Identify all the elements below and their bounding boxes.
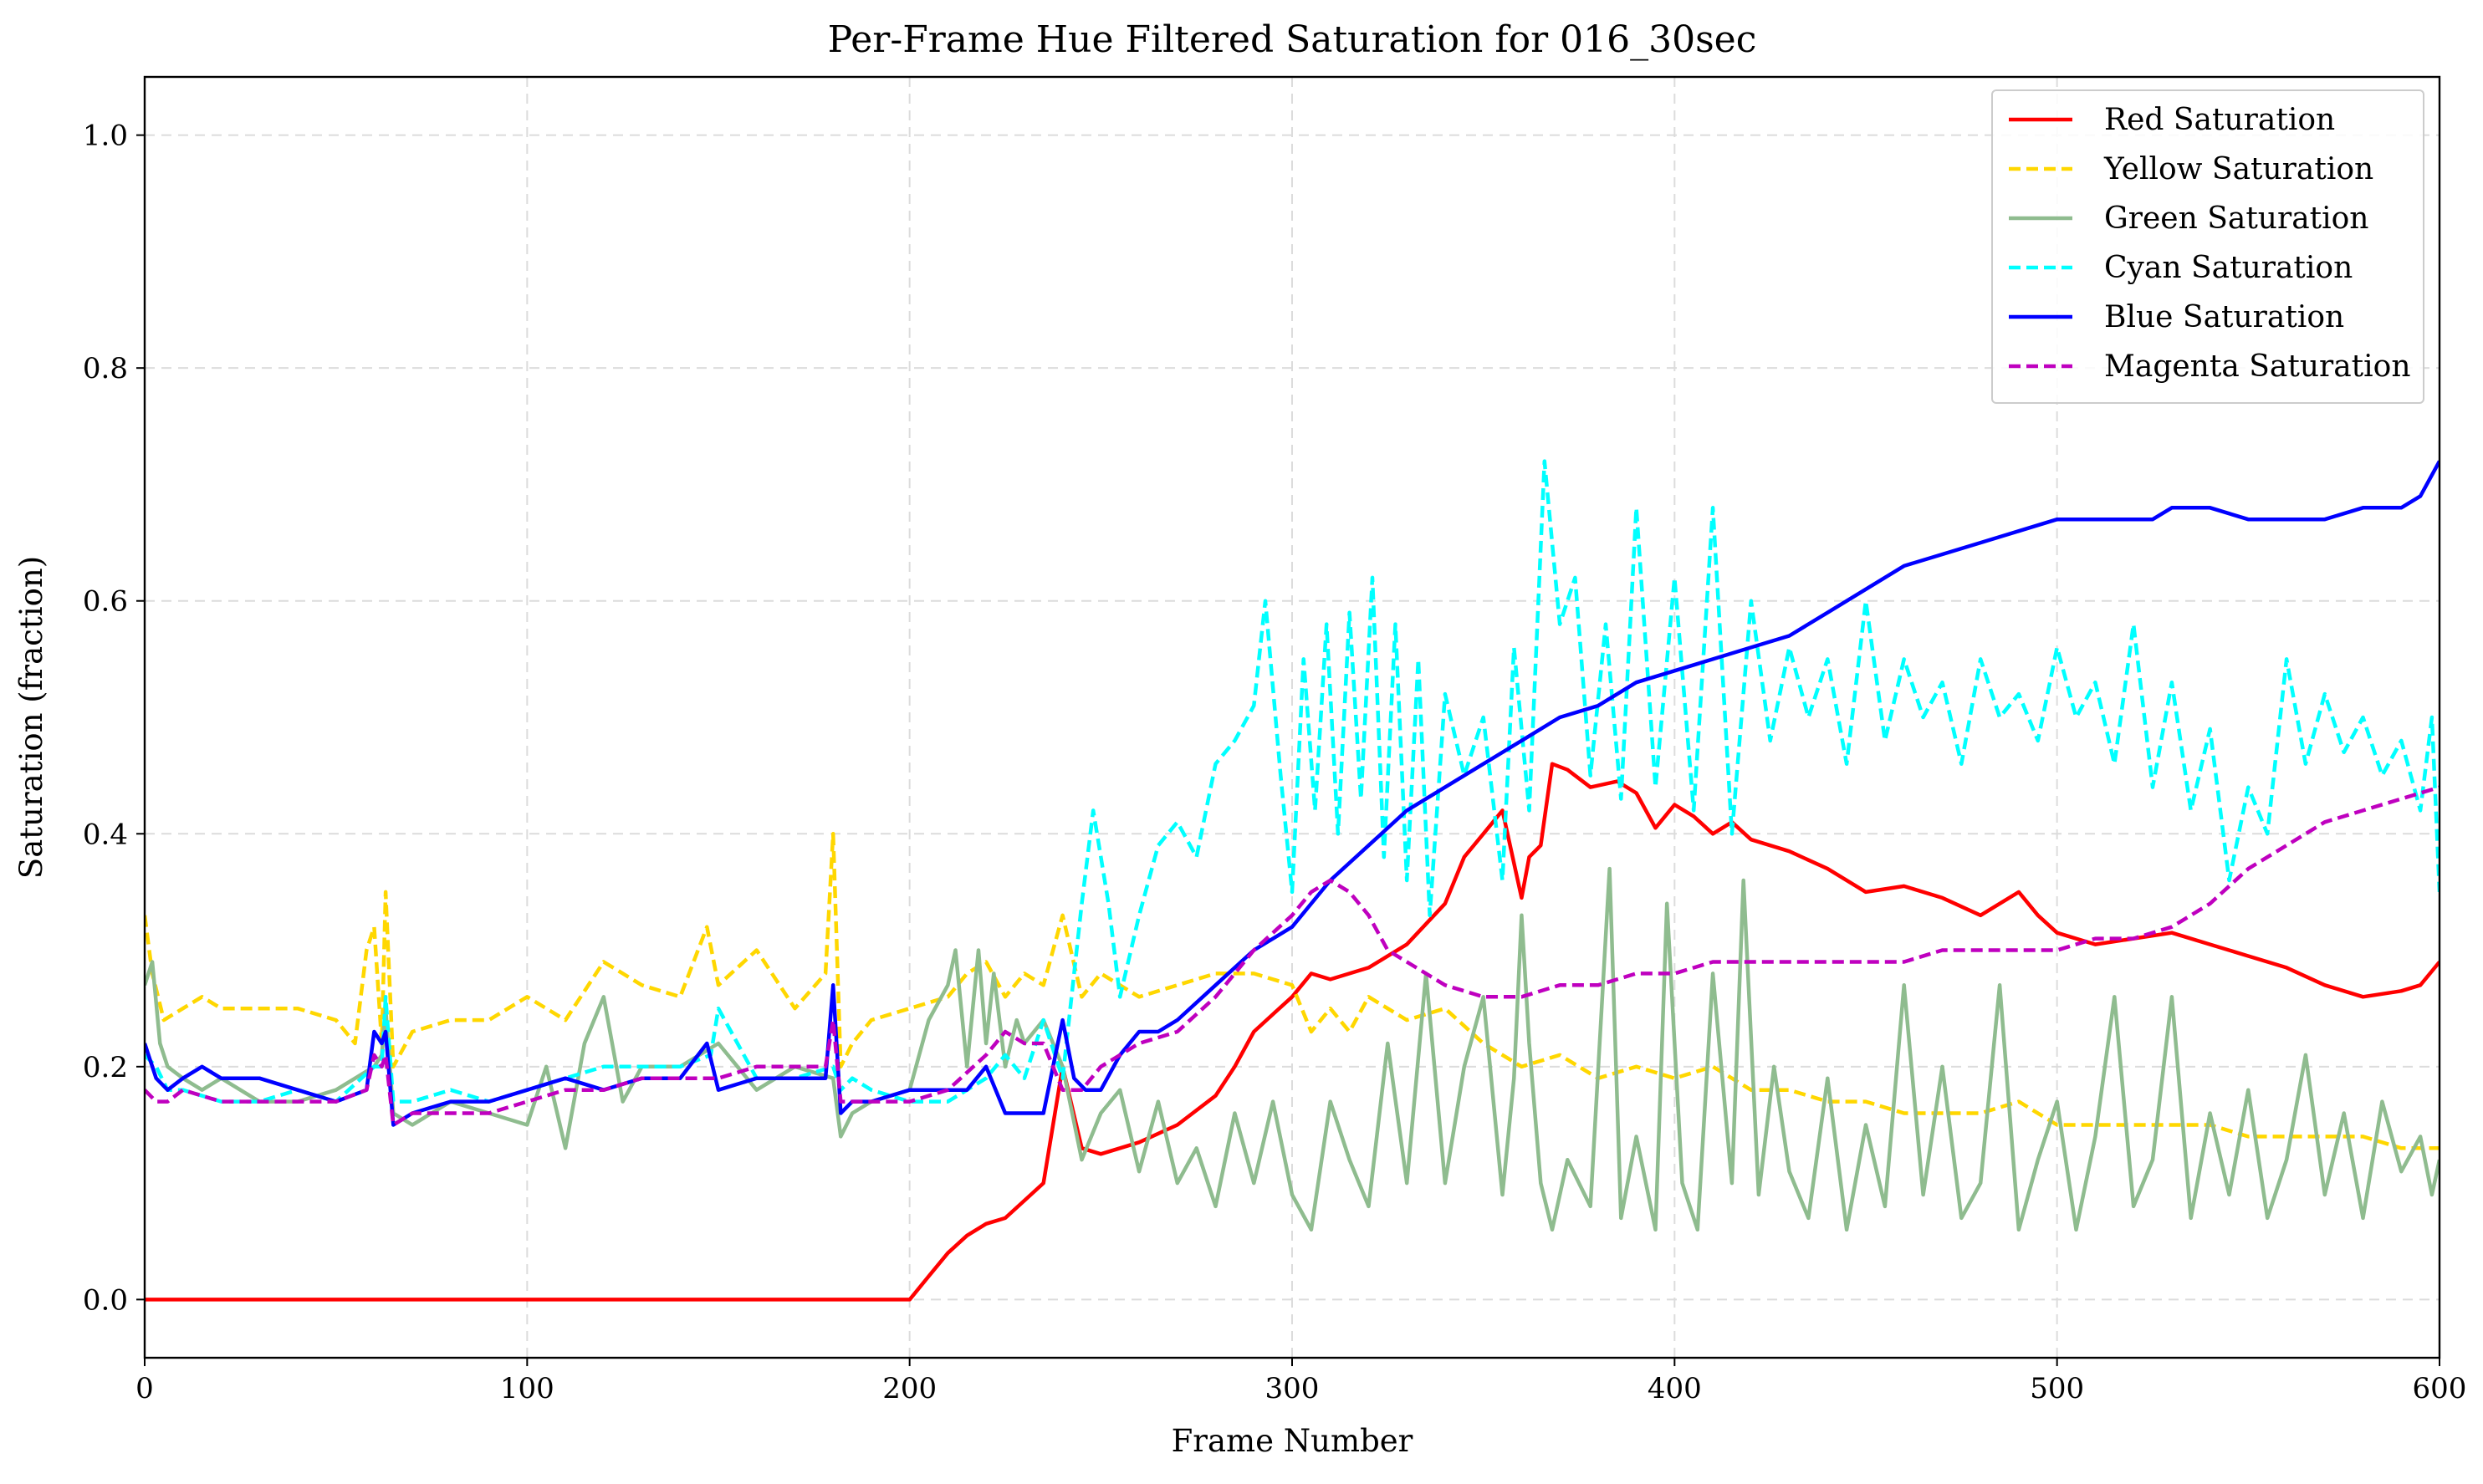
x-tick-label: 500 (2030, 1372, 2084, 1405)
legend-label: Yellow Saturation (2103, 152, 2373, 186)
y-tick-label: 0.2 (83, 1051, 128, 1084)
legend: Red Saturation Yellow Saturation Green Sat… (1991, 89, 2424, 404)
x-tick-label: 200 (882, 1372, 937, 1405)
legend-label: Blue Saturation (2104, 300, 2344, 334)
x-tick-label: 600 (2413, 1372, 2467, 1405)
series-line-yellow-saturation (145, 832, 2440, 1150)
legend-box (1991, 89, 2424, 404)
x-tick-label: 0 (135, 1372, 154, 1405)
x-tick-label: 300 (1265, 1372, 1320, 1405)
x-axis-label: Frame Number (1172, 1423, 1413, 1459)
y-axis-label: Saturation (fraction) (13, 556, 49, 879)
y-tick-label: 0.4 (83, 818, 128, 851)
legend-label: Green Saturation (2104, 201, 2369, 236)
chart-title: Per-Frame Hue Filtered Saturation for 01… (828, 18, 1757, 61)
y-tick-label: 1.0 (83, 120, 128, 153)
legend-label: Red Saturation (2104, 103, 2335, 137)
series-line-red-saturation (145, 762, 2440, 1302)
legend-label: Cyan Saturation (2104, 251, 2353, 285)
series-line-green-saturation (145, 866, 2440, 1232)
y-tick-label: 0.6 (83, 585, 128, 619)
axis-ticks: 0 100 200 300 400 500 600 0.0 0.2 0.4 0.6 0.8 1.0 (83, 120, 2467, 1405)
series-lines (145, 459, 2440, 1302)
y-tick-label: 0.8 (83, 352, 128, 385)
x-tick-label: 100 (500, 1372, 554, 1405)
x-tick-label: 400 (1648, 1372, 1702, 1405)
legend-label: Magenta Saturation (2104, 349, 2411, 384)
y-tick-label: 0.0 (83, 1283, 128, 1317)
series-line-magenta-saturation (145, 785, 2440, 1127)
